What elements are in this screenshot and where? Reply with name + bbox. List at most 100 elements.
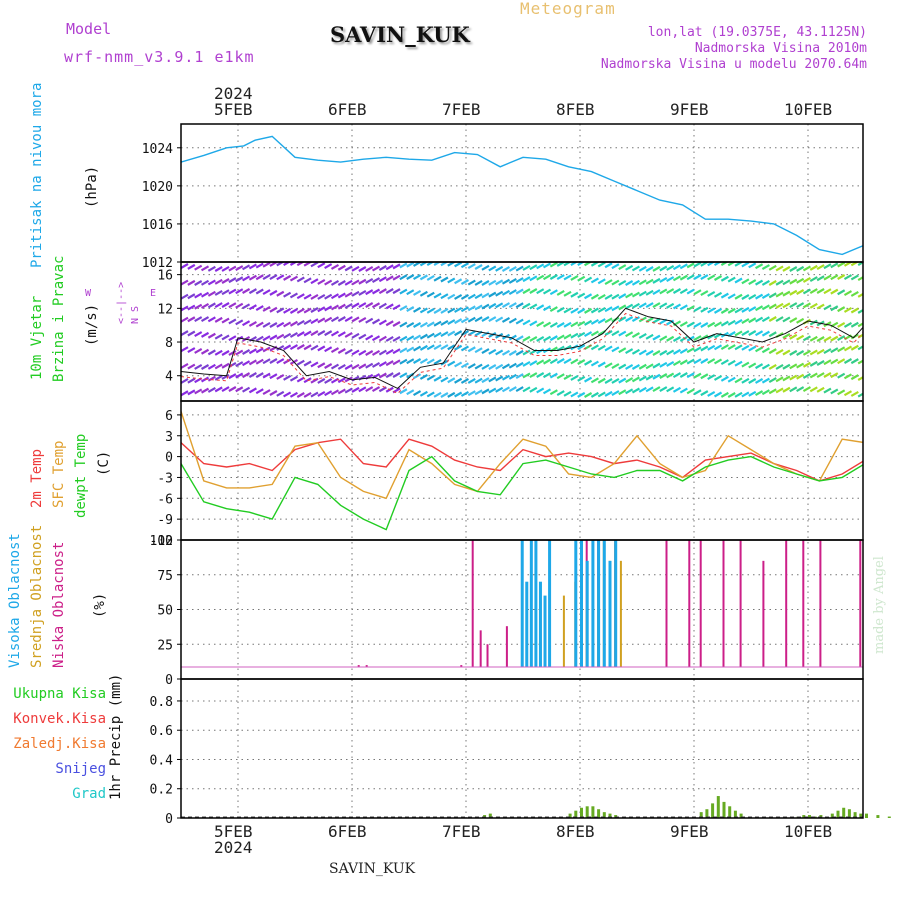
- wind-barb: [775, 387, 784, 394]
- wind-barb: [310, 294, 319, 300]
- cloud-high-bar: [529, 540, 533, 667]
- wind-barb: [358, 333, 367, 340]
- y-tick-label: 100: [150, 534, 173, 549]
- wind-barb: [296, 359, 305, 366]
- cloud-high-bar: [580, 540, 583, 667]
- panel-frame: [180, 123, 864, 263]
- wind-barb: [761, 316, 770, 323]
- wind-barb: [563, 344, 572, 351]
- wind-barb: [857, 345, 863, 351]
- wind-barb: [324, 316, 333, 323]
- wind-barb: [577, 375, 586, 382]
- wind-barb: [235, 302, 244, 309]
- wind-barb: [686, 388, 695, 395]
- wind-barb: [577, 391, 586, 398]
- wind-barb: [207, 386, 216, 393]
- precip-legend-item: Grad: [72, 786, 106, 802]
- wind-barb: [426, 332, 435, 339]
- wind-barb: [741, 262, 750, 268]
- wind-barb: [563, 390, 572, 397]
- wind-barb: [289, 358, 298, 365]
- wind-barb: [522, 349, 531, 356]
- wind-barb: [262, 274, 271, 280]
- wind-barb: [720, 292, 729, 299]
- wind-barb: [330, 316, 340, 323]
- wind-barb: [865, 261, 872, 265]
- wind-barb: [365, 317, 374, 324]
- wind-barb: [365, 278, 374, 284]
- wind-barb: [214, 386, 223, 393]
- precip-bar: [568, 813, 572, 818]
- cloud-low-bar: [585, 540, 588, 667]
- wind-barb: [289, 391, 298, 398]
- wind-barb: [481, 292, 490, 299]
- wind-barb: [474, 347, 483, 354]
- wind-barb: [344, 387, 353, 394]
- wind-barb: [481, 348, 490, 354]
- wind-barb: [392, 372, 401, 378]
- wind-barb: [467, 293, 476, 300]
- wind-barb: [283, 374, 292, 381]
- wind-barb: [460, 330, 469, 336]
- wind-barb: [324, 330, 333, 337]
- wind-barb: [652, 289, 661, 296]
- precip-bar: [876, 815, 880, 818]
- wind-barb: [748, 317, 757, 324]
- wind-barb: [789, 266, 798, 272]
- wind-barb: [269, 334, 278, 341]
- wind-barb: [727, 376, 736, 383]
- wind-barb: [385, 264, 394, 271]
- wind-barb: [419, 333, 428, 340]
- wind-barb: [857, 292, 863, 298]
- wind-barb: [330, 347, 340, 354]
- wind-barb: [481, 377, 490, 384]
- wind-barb: [181, 279, 189, 286]
- wind-barb: [310, 377, 319, 384]
- wind-barb: [570, 358, 579, 365]
- wind-barb: [865, 345, 872, 349]
- wind-barb: [296, 262, 305, 267]
- dew-label: dewpt Temp: [73, 433, 89, 518]
- wind-barb: [597, 391, 606, 398]
- wind-barb: [310, 318, 319, 325]
- wind-barb: [556, 390, 565, 397]
- wind-barb: [467, 330, 476, 337]
- wind-barb: [351, 302, 360, 309]
- wind-barb: [720, 331, 729, 338]
- precip-bar: [842, 807, 846, 818]
- wind-barb: [659, 277, 668, 283]
- wind-barb: [413, 390, 422, 396]
- wind-barb: [823, 321, 832, 328]
- wind-barb: [837, 306, 846, 313]
- wind-barb: [426, 374, 435, 381]
- wind-barb: [631, 348, 640, 355]
- wind-barb: [283, 332, 292, 339]
- wind-barb: [707, 374, 716, 381]
- wind-barb: [474, 377, 483, 384]
- wind-barb: [584, 392, 593, 398]
- wind-barb: [700, 322, 709, 328]
- wind-barb: [460, 390, 469, 397]
- wind-barb: [181, 316, 189, 323]
- wind-barb: [501, 363, 511, 370]
- wind-barb: [748, 306, 757, 313]
- wind-barb: [214, 363, 223, 370]
- wind-barb: [652, 373, 661, 380]
- wind-barb: [775, 376, 784, 383]
- wind-barb: [865, 333, 872, 337]
- wind-barb: [440, 359, 449, 366]
- wind-barb: [181, 390, 189, 397]
- wind-barb: [358, 349, 367, 356]
- wind-barb: [413, 262, 422, 267]
- wind-barb: [508, 362, 517, 369]
- wind-barb: [713, 262, 723, 266]
- wind-barb: [755, 377, 764, 384]
- wind-barb: [570, 321, 579, 328]
- wind-barb: [761, 304, 770, 311]
- wind-barb: [228, 386, 237, 392]
- wind-barb: [666, 360, 675, 367]
- wind-barb: [789, 317, 798, 323]
- wind-barb: [317, 317, 326, 324]
- wind-barb: [872, 332, 879, 336]
- wind-barb: [255, 335, 264, 342]
